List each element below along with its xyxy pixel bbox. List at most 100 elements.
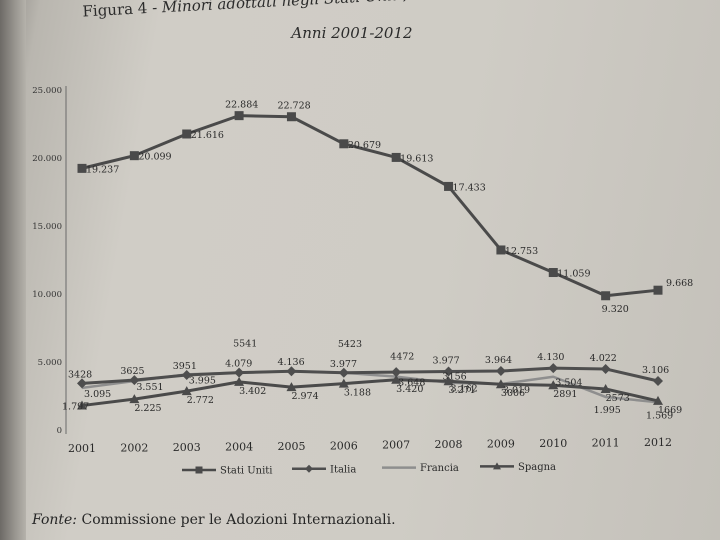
x-tick-label: 2006: [330, 439, 358, 452]
data-label: 4.136: [277, 357, 304, 368]
data-label: 3.095: [84, 389, 111, 400]
data-label: 21.616: [191, 130, 224, 141]
y-tick-label: 5.000: [38, 358, 62, 368]
data-label: 1.995: [594, 405, 621, 416]
y-tick-label: 10.000: [32, 290, 62, 300]
data-point: [77, 378, 87, 389]
data-point: [605, 396, 607, 398]
chart-data-labels: 19.237 20.099 21.616 22.884 22.728 20.679 19.6…: [62, 100, 693, 422]
data-label: 4.079: [225, 359, 252, 370]
data-label: 3.995: [189, 375, 216, 386]
data-label: 3.551: [136, 382, 163, 393]
y-tick-label: 20.000: [32, 154, 62, 164]
legend-marker: [195, 466, 203, 474]
data-point: [601, 291, 611, 301]
source-label: Fonte:: [32, 512, 78, 528]
x-tick-label: 2008: [435, 438, 463, 451]
data-label: 3.019: [503, 385, 530, 396]
y-tick-label: 0: [57, 426, 62, 436]
data-point: [77, 163, 87, 173]
data-label: 3.977: [330, 359, 357, 370]
data-point: [443, 366, 454, 377]
x-tick-label: 2010: [539, 437, 567, 450]
data-point: [77, 400, 87, 410]
x-tick-label: 2012: [644, 436, 672, 449]
data-point: [338, 378, 349, 388]
data-point: [286, 366, 297, 377]
book-spine: [0, 0, 26, 540]
x-tick-label: 2007: [382, 439, 410, 452]
data-point: [443, 376, 454, 386]
annotation-label: 5541: [233, 338, 257, 349]
data-label: 20.099: [138, 152, 171, 163]
data-label: 3.162: [451, 384, 478, 395]
data-label: 20.679: [348, 140, 381, 151]
data-point: [234, 367, 245, 378]
data-label: 3.648: [398, 378, 425, 389]
data-label: 3006: [501, 388, 525, 399]
data-point: [234, 376, 245, 386]
data-label: 2573: [606, 393, 630, 404]
data-point: [496, 245, 506, 255]
figure-subtitle: Anni 2001-2012: [291, 24, 413, 42]
data-point: [548, 268, 558, 278]
data-point: [495, 379, 506, 389]
data-point: [129, 394, 140, 404]
data-point: [600, 363, 611, 374]
data-point: [548, 363, 559, 374]
data-label: 2.772: [187, 395, 214, 406]
data-point: [391, 152, 401, 162]
x-tick-label: 2005: [277, 440, 305, 453]
data-label: 3.402: [239, 386, 266, 397]
data-label: 2.225: [134, 403, 161, 414]
data-label: 1669: [658, 405, 682, 416]
data-label: 12.753: [505, 246, 538, 257]
data-label: 17.433: [453, 182, 486, 193]
data-point: [286, 382, 297, 392]
data-point: [181, 386, 192, 396]
y-tick-label: 25.000: [32, 86, 62, 96]
legend-label: Spagna: [518, 462, 556, 473]
figure-source: Fonte: Commissione per le Adozioni Inter…: [32, 512, 396, 528]
x-tick-label: 2011: [592, 437, 620, 450]
data-label: 9.668: [666, 278, 693, 289]
x-tick-label: 2002: [120, 441, 148, 454]
data-label: 4.130: [537, 352, 564, 363]
source-text: Commissione per le Adozioni Internaziona…: [81, 512, 396, 528]
data-label: 3428: [68, 369, 92, 380]
data-point: [548, 380, 559, 390]
chart-series: [77, 111, 663, 410]
data-label: 22.728: [277, 101, 310, 112]
data-point: [182, 129, 192, 139]
data-label: 2891: [553, 389, 577, 400]
data-point: [391, 374, 402, 384]
data-label: 2.974: [291, 391, 318, 402]
legend-marker: [493, 462, 501, 470]
x-tick-label: 2009: [487, 438, 515, 451]
figure-title: Figura 4 - Minori adottati negli Stati U…: [72, 0, 692, 44]
data-point: [653, 395, 663, 405]
legend-marker: [305, 464, 313, 473]
series-line-stati-uniti: [81, 114, 659, 298]
data-point: [391, 367, 402, 378]
data-label: 4.022: [590, 353, 617, 364]
annotation-label: 3156: [443, 371, 467, 382]
annotation-label: 5423: [338, 339, 362, 350]
data-point: [234, 111, 244, 121]
data-label: 11.059: [557, 269, 590, 280]
data-point: [552, 376, 554, 378]
data-point: [444, 181, 454, 191]
series-line-spagna: [81, 378, 659, 408]
data-label: 3.188: [344, 388, 371, 399]
annotation-label: 4472: [390, 351, 414, 362]
data-point: [653, 285, 663, 295]
x-tick-label: 2004: [225, 440, 253, 453]
data-label: 1.797: [62, 402, 89, 413]
data-point: [339, 139, 349, 149]
x-tick-label: 2003: [173, 441, 201, 454]
data-point: [129, 151, 139, 161]
chart-legend: Stati Uniti Italia Francia Spagna: [182, 462, 556, 477]
data-point: [129, 375, 140, 386]
data-point: [286, 112, 296, 122]
